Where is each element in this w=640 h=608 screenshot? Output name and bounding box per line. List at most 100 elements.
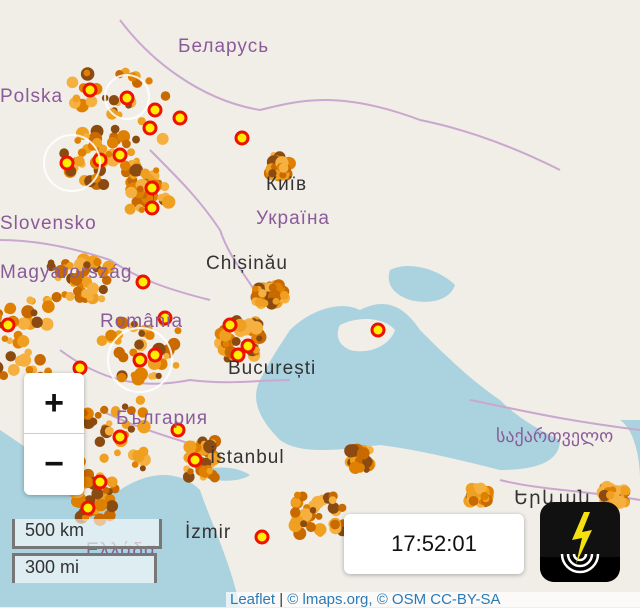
strike-recent [234,130,250,146]
strike-old [140,168,151,179]
strike-old [309,506,317,514]
leaflet-link[interactable]: Leaflet [230,591,276,608]
strike-old [4,306,12,314]
strike-old [17,317,30,330]
strike-old [468,495,479,506]
strike-old [66,261,74,270]
strike-old [605,490,615,500]
lightning-radar-button[interactable] [540,502,620,582]
zoom-out-button[interactable]: − [24,433,84,494]
strike-old [98,284,108,295]
strike-old [104,512,112,520]
strike-old [145,330,155,341]
strike-old [131,461,139,468]
strike-recent [59,155,75,171]
strike-old [130,320,138,328]
strike-old [363,466,370,473]
strike-old [7,364,20,376]
strike-old [299,528,306,536]
strike-old [98,295,106,303]
strike-recent [187,452,203,468]
strike-old [290,515,305,530]
strike-old [65,291,75,301]
scale-imperial: 300 mi [12,553,157,583]
strike-wave-ring [43,134,101,192]
strike-old [153,167,160,174]
strike-old [138,206,145,213]
strike-old [94,436,106,448]
strike-recent [254,529,270,545]
strike-old [311,495,325,509]
strike-recent [135,274,151,290]
strike-old [290,507,301,518]
strike-old [138,446,149,457]
strike-old [51,291,62,303]
strike-old [206,467,213,475]
strike-recent [172,110,188,126]
strike-old [77,148,87,157]
strike-old [187,468,194,475]
strike-old [46,262,56,272]
strike-old [108,95,120,106]
label-chisinau: Chișinău [206,253,288,274]
label-kyiv: Київ [266,174,308,195]
strike-old [83,69,91,77]
strike-old [252,285,259,293]
strike-old [183,440,197,454]
strike-old [137,407,149,418]
label-hungary: Magyarország [0,262,133,283]
strike-old [256,335,263,342]
strike-old [69,272,83,286]
strike-old [89,417,98,426]
strike-recent [132,352,148,368]
strike-old [480,491,489,501]
strike-old [17,353,32,367]
strike-old [31,316,43,328]
lightning-radar-icon [540,502,620,582]
strike-old [136,185,144,193]
strike-old [127,148,136,157]
attribution-text[interactable]: © lmaps.org, © OSM CC-BY-SA [287,591,501,608]
strike-old [254,297,265,308]
strike-recent [240,338,256,354]
strike-old [132,135,140,144]
strike-old [160,91,171,101]
strike-old [0,312,2,322]
strike-old [167,337,181,351]
strike-old [231,337,241,346]
strike-old [105,150,113,158]
strike-old [126,406,136,415]
strike-old [272,297,280,305]
strike-old [96,335,108,346]
lightning-strikes [0,67,631,545]
sea-of-azov [388,265,455,302]
strike-recent [112,429,128,445]
strike-old [174,327,182,335]
strike-old [268,169,277,178]
strike-old [85,95,98,108]
strike-wave-ring [104,74,150,120]
attribution: Leaflet | © lmaps.org, © OSM CC-BY-SA [226,592,640,607]
strike-old [94,498,108,512]
strike-old [106,476,118,488]
strike-old [59,148,69,157]
strike-old [106,500,119,513]
strike-old [330,519,340,530]
strike-old [97,266,109,278]
strike-old [163,352,170,360]
strike-recent [92,474,108,490]
zoom-in-button[interactable]: + [44,383,64,422]
strike-old [116,316,129,329]
strike-old [300,520,308,528]
strike-old [207,452,215,460]
strike-old [474,482,487,495]
strike-old [338,503,347,512]
strike-old [122,139,131,149]
strike-old [613,495,627,509]
strike-old [148,372,155,380]
strike-old [87,282,99,295]
strike-old [137,117,146,126]
strike-old [619,486,628,496]
strike-old [42,300,55,313]
